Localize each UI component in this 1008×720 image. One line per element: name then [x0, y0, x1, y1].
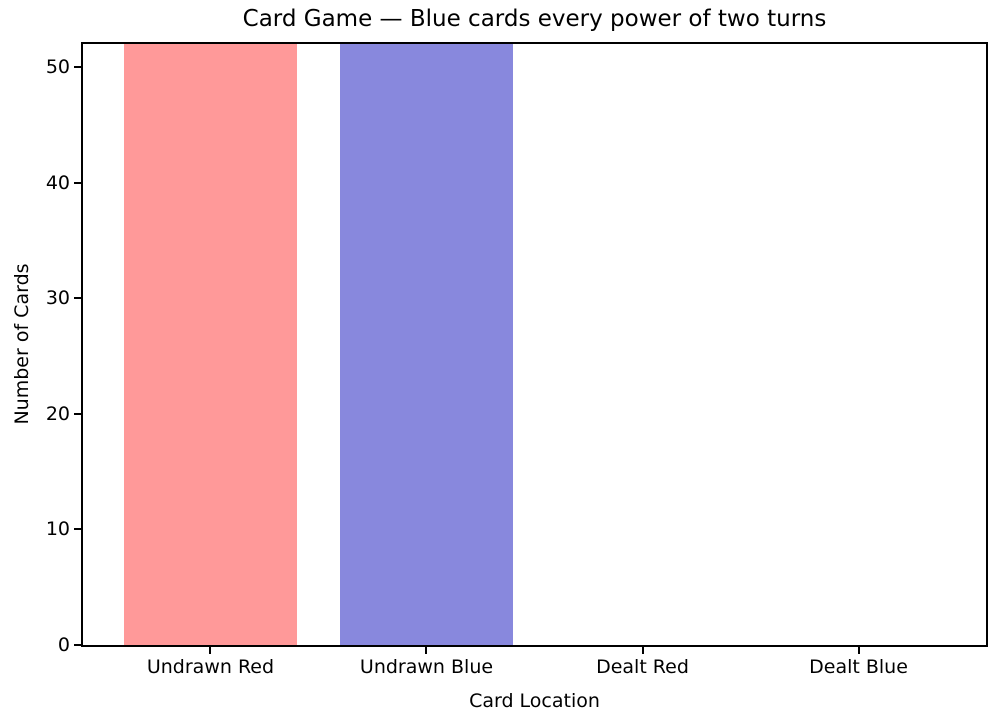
y-tick-label: 50 [45, 56, 70, 79]
x-tick-mark [641, 647, 644, 654]
y-tick-mark [74, 297, 81, 300]
x-axis-label: Card Location [469, 690, 600, 712]
x-tick-label-dealt-red: Dealt Red [596, 656, 689, 678]
y-tick-mark [74, 181, 81, 184]
x-tick-mark [857, 647, 860, 654]
y-tick-mark [74, 412, 81, 415]
x-tick-label-dealt-blue: Dealt Blue [809, 656, 908, 678]
y-tick-label: 10 [45, 518, 70, 541]
y-tick-mark [74, 644, 81, 646]
x-tick-mark [425, 647, 428, 654]
y-tick-label: 0 [57, 634, 70, 656]
y-tick-label: 30 [45, 287, 70, 310]
x-tick-label-undrawn-red: Undrawn Red [146, 656, 275, 678]
y-tick-label: 20 [45, 402, 70, 425]
bar-undrawn-blue [340, 44, 513, 645]
y-axis-label: Number of Cards [11, 263, 33, 425]
y-tick-mark [74, 528, 81, 531]
y-tick-label: 40 [45, 171, 70, 194]
y-tick-mark [74, 66, 81, 69]
x-tick-label-undrawn-blue: Undrawn Blue [359, 656, 494, 678]
bar-undrawn-red [124, 44, 297, 645]
x-tick-mark [209, 647, 212, 654]
plot-area: 0 10 20 30 40 50 Undrawn Red Undrawn Blue Dealt … [46, 42, 988, 678]
chart-title: Card Game — Blue cards every power of tw… [242, 6, 827, 32]
